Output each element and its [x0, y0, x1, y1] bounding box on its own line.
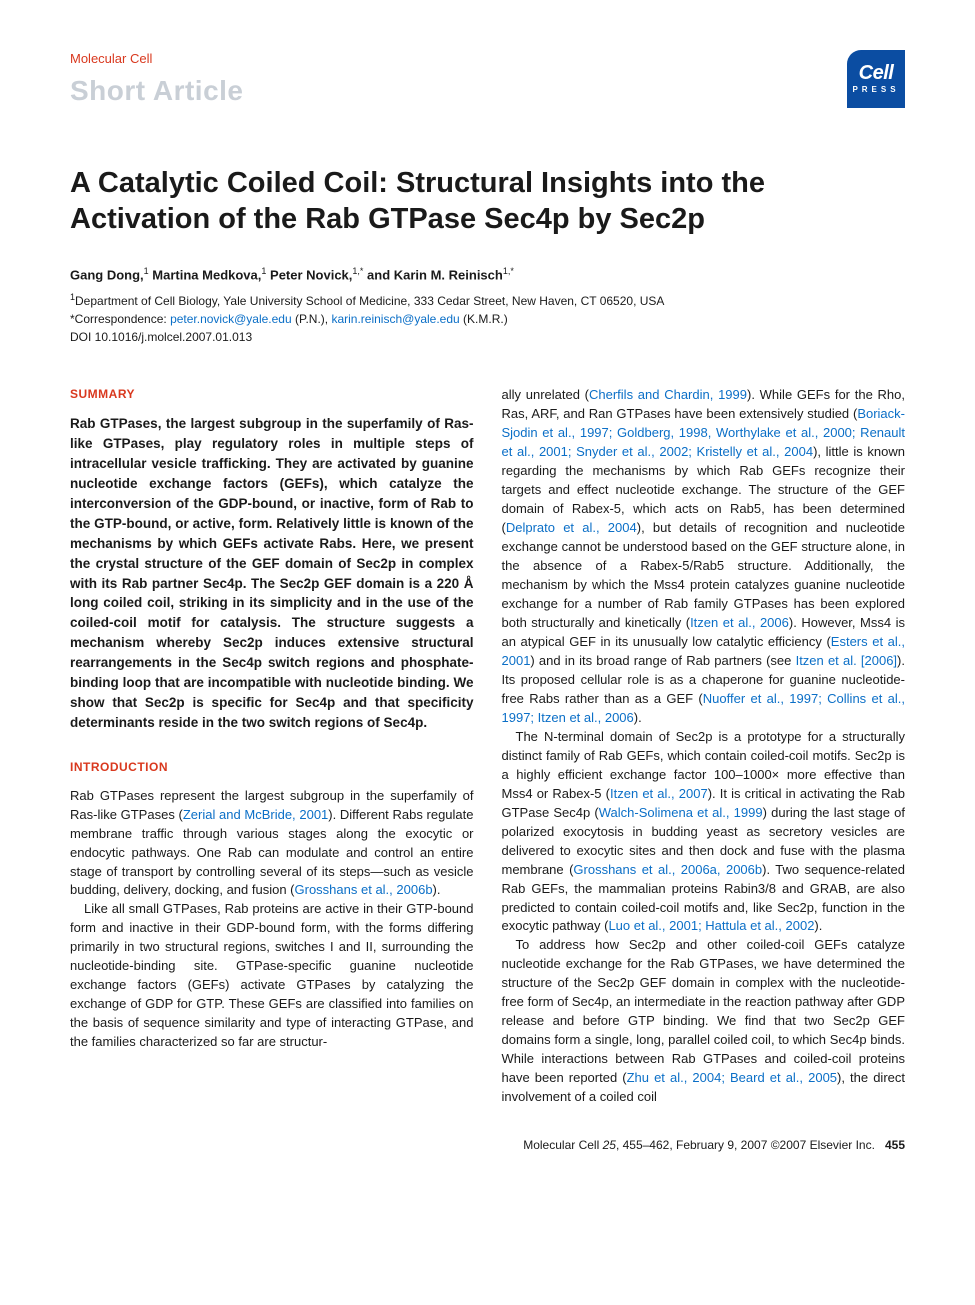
- correspondence: *Correspondence: peter.novick@yale.edu (…: [70, 310, 905, 328]
- doi: DOI 10.1016/j.molcel.2007.01.013: [70, 328, 905, 346]
- citation-link[interactable]: Luo et al., 2001; Hattula et al., 2002: [608, 918, 814, 933]
- col2-p1-h: ).: [634, 710, 642, 725]
- introduction-body-right: ally unrelated (Cherfils and Chardin, 19…: [502, 386, 906, 1107]
- corr-email-2[interactable]: karin.reinisch@yale.edu: [331, 312, 459, 326]
- meta-block: Gang Dong,1 Martina Medkova,1 Peter Novi…: [70, 265, 905, 346]
- logo-press-word: PRESS: [852, 84, 899, 96]
- citation-link[interactable]: Zhu et al., 2004; Beard et al., 2005: [627, 1070, 837, 1085]
- citation-link[interactable]: Itzen et al., 2006: [690, 615, 789, 630]
- journal-name: Molecular Cell: [70, 50, 244, 69]
- corr-email-1[interactable]: peter.novick@yale.edu: [170, 312, 292, 326]
- corr-mid-1: (P.N.),: [292, 312, 332, 326]
- summary-body: Rab GTPases, the largest subgroup in the…: [70, 414, 474, 734]
- col2-p2-e: ).: [814, 918, 822, 933]
- citation-link[interactable]: Zerial and McBride, 2001: [183, 807, 328, 822]
- footer-citation-c: , 455–462, February 9, 2007 ©2007 Elsevi…: [616, 1138, 875, 1152]
- author-list: Gang Dong,1 Martina Medkova,1 Peter Novi…: [70, 265, 905, 285]
- footer-volume: 25: [603, 1138, 616, 1152]
- citation-link[interactable]: Grosshans et al., 2006a, 2006b: [573, 862, 762, 877]
- citation-link[interactable]: Itzen et al., 2007: [610, 786, 708, 801]
- corr-mid-2: (K.M.R.): [460, 312, 508, 326]
- column-left: SUMMARY Rab GTPases, the largest subgrou…: [70, 386, 474, 1107]
- col2-p1-d: ), but details of recognition and nucleo…: [502, 520, 906, 630]
- affiliation: 1Department of Cell Biology, Yale Univer…: [70, 291, 905, 310]
- column-right: ally unrelated (Cherfils and Chardin, 19…: [502, 386, 906, 1107]
- citation-link[interactable]: Cherfils and Chardin, 1999: [589, 387, 747, 402]
- introduction-body-left: Rab GTPases represent the largest subgro…: [70, 787, 474, 1053]
- page-footer: Molecular Cell 25, 455–462, February 9, …: [70, 1137, 905, 1154]
- page-number: 455: [885, 1138, 905, 1152]
- header-left: Molecular Cell Short Article: [70, 50, 244, 111]
- footer-citation-a: Molecular Cell: [523, 1138, 602, 1152]
- correspondence-prefix: *Correspondence:: [70, 312, 170, 326]
- citation-link[interactable]: Itzen et al. [2006]: [796, 653, 897, 668]
- summary-heading: SUMMARY: [70, 386, 474, 403]
- introduction-heading: INTRODUCTION: [70, 759, 474, 776]
- col2-p1-a: ally unrelated (: [502, 387, 590, 402]
- citation-link[interactable]: Walch-Solimena et al., 1999: [599, 805, 763, 820]
- cell-press-logo: Cell PRESS: [847, 50, 905, 108]
- two-column-body: SUMMARY Rab GTPases, the largest subgrou…: [70, 386, 905, 1107]
- article-type: Short Article: [70, 71, 244, 112]
- intro-p1-c: ).: [433, 882, 441, 897]
- article-title: A Catalytic Coiled Coil: Structural Insi…: [70, 166, 770, 237]
- header: Molecular Cell Short Article Cell PRESS: [70, 50, 905, 111]
- col2-p1-f: ) and in its broad range of Rab partners…: [530, 653, 795, 668]
- citation-link[interactable]: Grosshans et al., 2006b: [295, 882, 433, 897]
- citation-link[interactable]: Delprato et al., 2004: [506, 520, 637, 535]
- intro-p2: Like all small GTPases, Rab proteins are…: [70, 900, 474, 1052]
- logo-cell-word: Cell: [859, 63, 894, 83]
- col2-p3-a: To address how Sec2p and other coiled-co…: [502, 937, 906, 1085]
